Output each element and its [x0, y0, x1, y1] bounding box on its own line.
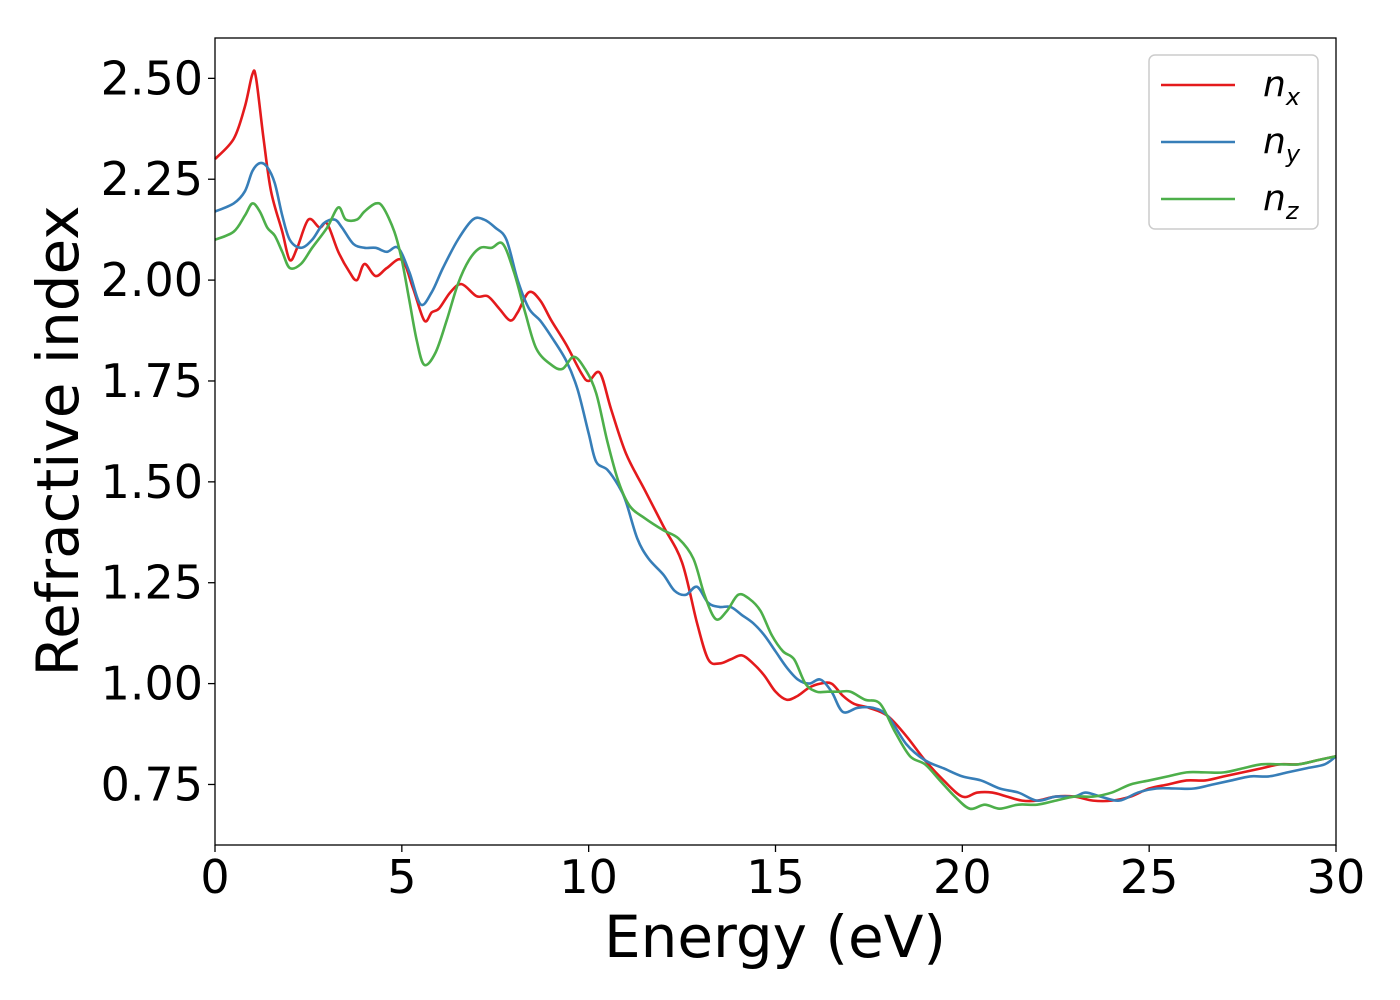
x-axis-ticks: 0 5 10 15 20 25 30 [200, 845, 1365, 904]
y-tick-label: 1.75 [101, 354, 203, 408]
legend-subscript: y [1285, 140, 1301, 168]
x-axis-title: Energy (eV) [604, 903, 946, 971]
y-tick-label: 1.50 [101, 455, 203, 509]
y-tick-label: 2.25 [101, 152, 203, 206]
y-axis-ticks: 0.75 1.00 1.25 1.50 1.75 2.00 2.25 2.50 [101, 51, 215, 811]
y-tick-label: 0.75 [101, 757, 203, 811]
x-tick-label: 20 [933, 850, 992, 904]
y-tick-label: 1.00 [101, 657, 203, 711]
x-tick-label: 0 [200, 850, 229, 904]
x-tick-label: 15 [746, 850, 805, 904]
plot-frame [214, 37, 1337, 846]
y-axis-title: Refractive index [24, 205, 92, 676]
x-tick-label: 30 [1307, 850, 1366, 904]
legend-label-ny: ny [1263, 121, 1301, 168]
series-line-ny [214, 161, 1337, 802]
legend-subscript: z [1285, 197, 1300, 225]
series-layer [214, 69, 1337, 811]
x-tick-label: 25 [1120, 850, 1179, 904]
y-tick-label: 2.00 [101, 253, 203, 307]
legend-subscript: x [1285, 83, 1301, 111]
y-tick-label: 1.25 [101, 556, 203, 610]
x-tick-label: 5 [387, 850, 416, 904]
series-line-nz [214, 201, 1337, 811]
y-tick-label: 2.50 [101, 51, 203, 105]
x-tick-label: 10 [559, 850, 618, 904]
